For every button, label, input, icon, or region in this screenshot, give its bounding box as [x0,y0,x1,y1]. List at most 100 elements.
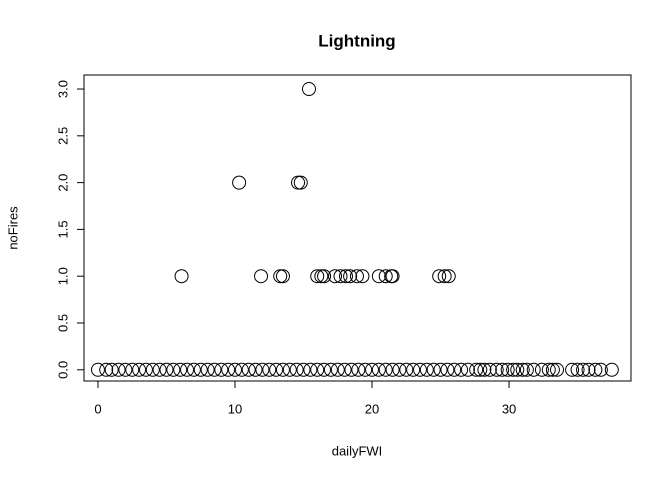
point [234,362,249,377]
point [385,362,400,377]
point [317,269,332,284]
point [138,362,153,377]
x-tick-label: 0 [94,401,101,416]
point [344,362,359,377]
point [221,362,236,377]
point [519,362,534,377]
point [248,362,263,377]
point [118,362,133,377]
point [273,269,288,284]
point [180,362,195,377]
point [166,362,181,377]
point [241,362,256,377]
point [510,362,525,377]
point [482,362,497,377]
point [412,362,427,377]
point [545,362,560,377]
point [378,362,393,377]
point [441,269,456,284]
point [289,362,304,377]
point [90,362,105,377]
point [293,175,308,190]
point [477,362,492,377]
point [406,362,421,377]
point [489,362,504,377]
y-tick-label: 0.5 [55,314,70,332]
x-tick-label: 30 [502,401,516,416]
point [534,362,549,377]
point [303,362,318,377]
point [576,362,591,377]
point [419,362,434,377]
y-tick-label: 2.5 [55,127,70,145]
point [343,269,358,284]
point [317,362,332,377]
point [371,269,386,284]
point [104,362,119,377]
point [500,362,515,377]
point [371,362,386,377]
point [111,362,126,377]
point [282,362,297,377]
point [570,362,585,377]
point [473,362,488,377]
point [328,269,343,284]
point [310,362,325,377]
point [301,82,316,97]
point [152,362,167,377]
point [440,362,455,377]
point [581,362,596,377]
point [333,269,348,284]
point [384,269,399,284]
point [207,362,222,377]
point [358,362,373,377]
point [232,175,247,190]
point [454,362,469,377]
x-tick-label: 20 [365,401,379,416]
point [99,362,114,377]
point [378,269,393,284]
point [310,269,325,284]
point [330,362,345,377]
point [447,362,462,377]
point [365,362,380,377]
point [432,269,447,284]
point [173,362,188,377]
point [593,362,608,377]
point [337,362,352,377]
point [399,362,414,377]
point [145,362,160,377]
x-tick-label: 10 [228,401,242,416]
point [506,362,521,377]
y-tick-label: 0.0 [55,361,70,379]
point [565,362,580,377]
point [426,362,441,377]
y-axis-label: noFires [5,206,20,250]
point [254,269,269,284]
point [214,362,229,377]
plot-frame [83,74,632,382]
point [541,362,556,377]
point [550,362,565,377]
point [351,362,366,377]
y-tick-label: 3.0 [55,80,70,98]
y-tick-label: 1.0 [55,267,70,285]
point [355,269,370,284]
point [174,269,189,284]
point [159,362,174,377]
point [269,362,284,377]
point [392,362,407,377]
y-tick-label: 2.0 [55,174,70,192]
point [437,269,452,284]
point [385,269,400,284]
point [338,269,353,284]
chart-title: Lightning [318,31,395,50]
point [193,362,208,377]
point [275,269,290,284]
point [132,362,147,377]
x-axis-label: dailyFWI [332,443,383,458]
point [515,362,530,377]
point [125,362,140,377]
y-tick-label: 1.5 [55,220,70,238]
